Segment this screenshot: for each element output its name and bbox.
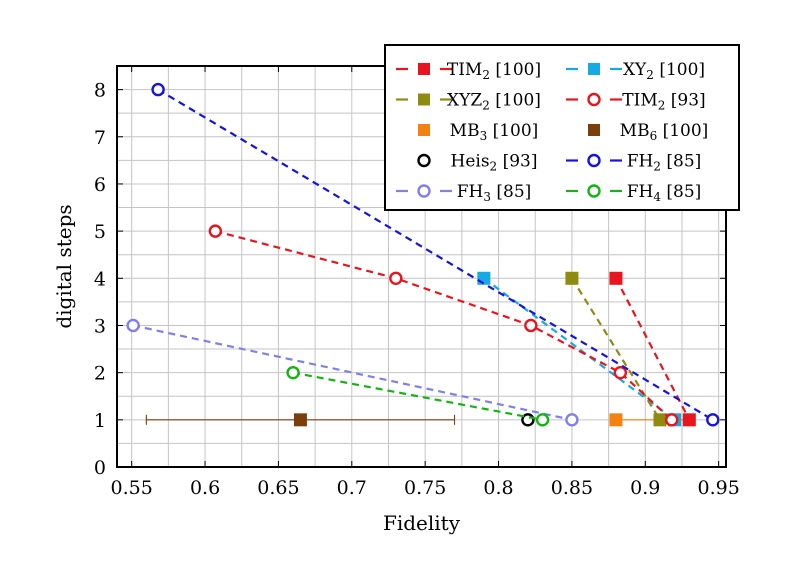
legend-box	[384, 44, 740, 211]
legend-label: FH4 [85]	[627, 182, 702, 204]
data-point	[653, 413, 667, 427]
legend-label: XY2 [100]	[623, 60, 705, 82]
axis-ticks: 0.55 0.6 0.65 0.7 0.75 0.8 0.85 0.9 0.95 0 1 2 3 4 5 6 7…	[94, 66, 740, 499]
data-point	[524, 318, 538, 333]
data-point	[706, 413, 720, 427]
y-tick-label: 3	[94, 315, 106, 337]
series-mb6	[145, 413, 456, 427]
data-point	[389, 271, 403, 285]
data-point	[417, 153, 431, 168]
data-point	[126, 318, 140, 333]
series-fh2	[151, 82, 720, 427]
data-point	[418, 93, 430, 106]
legend-label: TIM2 [100]	[447, 60, 541, 82]
data-point	[286, 365, 300, 380]
series-fh3	[126, 318, 579, 427]
x-tick-label: 0.55	[111, 477, 153, 499]
series-line	[614, 277, 691, 421]
data-point	[682, 413, 696, 427]
legend-label: MB6 [100]	[620, 121, 709, 143]
series-line	[132, 324, 573, 421]
x-tick-label: 0.8	[483, 477, 513, 499]
data-point	[609, 271, 623, 285]
x-axis-title: Fidelity	[383, 511, 461, 535]
series-line	[483, 277, 676, 421]
data-point	[417, 184, 431, 198]
y-axis-title: digital steps	[52, 204, 76, 328]
series-xyz2	[565, 271, 667, 427]
x-tick-label: 0.7	[337, 477, 367, 499]
series-line	[292, 371, 543, 421]
data-point	[665, 413, 679, 427]
legend-label: FH3 [85]	[457, 182, 532, 204]
legend-label: FH2 [85]	[627, 152, 702, 174]
data-point	[609, 413, 623, 427]
data-point	[535, 413, 550, 427]
x-tick-label: 0.9	[630, 477, 660, 499]
data-point	[565, 413, 579, 427]
series-tim2	[208, 224, 679, 427]
y-tick-label: 8	[94, 80, 106, 102]
y-tick-label: 4	[94, 268, 106, 290]
series-tim2	[609, 271, 696, 427]
series-fh4	[286, 365, 550, 427]
y-tick-label: 7	[94, 127, 106, 149]
data-point	[565, 271, 579, 285]
data-point	[418, 124, 430, 136]
legend-entry: TIM2 [100]	[396, 60, 541, 82]
y-tick-label: 0	[94, 457, 106, 479]
legend-entry: MB3 [100]	[418, 121, 538, 143]
legend-label: XYZ2 [100]	[447, 91, 541, 113]
legend-entry: XY2 [100]	[566, 60, 705, 82]
data-point	[588, 63, 600, 75]
legend-entry: FH3 [85]	[396, 182, 531, 204]
x-tick-label: 0.95	[698, 477, 740, 499]
y-tick-label: 2	[94, 363, 106, 385]
series-line	[570, 277, 661, 421]
data-point	[587, 184, 601, 198]
y-tick-label: 5	[94, 221, 106, 243]
legend-entry: FH4 [85]	[566, 182, 701, 204]
legend-entry: FH2 [85]	[566, 152, 701, 174]
data-point	[588, 124, 600, 136]
series-mb3	[609, 413, 623, 427]
legend-label: Heis2 [93]	[451, 152, 538, 174]
x-tick-label: 0.65	[257, 477, 299, 499]
data-point	[208, 224, 223, 238]
y-tick-label: 1	[94, 410, 106, 432]
legend-entry: Heis2 [93]	[417, 152, 538, 174]
data-point	[587, 153, 601, 168]
legend-entry: TIM2 [93]	[566, 91, 706, 113]
data-point	[587, 92, 601, 107]
y-tick-label: 6	[94, 174, 106, 196]
legend-label: TIM2 [93]	[622, 91, 705, 113]
series-layer	[126, 82, 720, 427]
legend-label: MB3 [100]	[450, 121, 539, 143]
data-point	[151, 82, 165, 97]
x-tick-label: 0.85	[551, 477, 593, 499]
legend-entry: XYZ2 [100]	[396, 91, 541, 113]
legend: TIM2 [100] XY2 [100] XYZ2 [100] TIM2 [93] MB…	[384, 44, 740, 211]
data-point	[613, 365, 628, 380]
legend-entry: MB6 [100]	[588, 121, 708, 143]
data-point	[293, 413, 307, 427]
x-tick-label: 0.75	[404, 477, 446, 499]
x-tick-label: 0.6	[190, 477, 220, 499]
data-point	[418, 63, 430, 75]
